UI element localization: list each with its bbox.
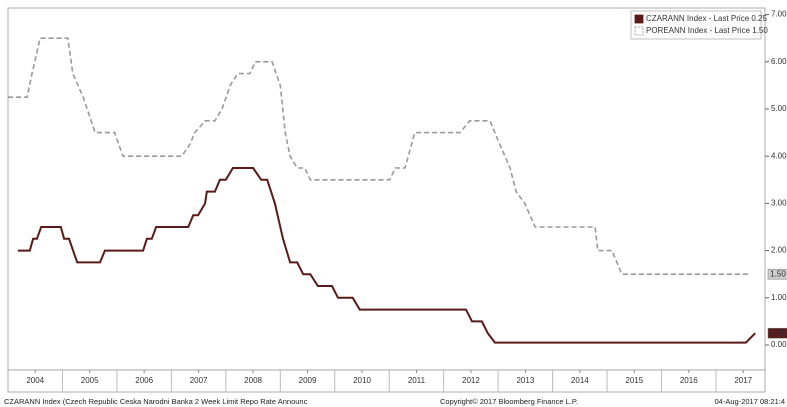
x-tick-label: 2006 xyxy=(135,376,153,385)
legend-label: CZARANN Index - Last Price 0.25 xyxy=(646,14,767,23)
y-tick-label: 4.00 xyxy=(771,151,787,160)
footer-left: CZARANN Index (Czech Republic Ceska Naro… xyxy=(4,397,308,406)
x-tick-label: 2012 xyxy=(462,376,480,385)
x-tick-label: 2009 xyxy=(299,376,317,385)
x-tick-label: 2016 xyxy=(680,376,698,385)
y-tick-label: 7.00 xyxy=(771,10,787,19)
legend-swatch xyxy=(634,26,644,36)
x-tick-label: 2011 xyxy=(408,376,426,385)
legend-swatch xyxy=(634,14,644,24)
last-price-tag xyxy=(767,268,787,280)
last-price-label: 1.50 xyxy=(770,269,786,278)
x-tick-label: 2017 xyxy=(734,376,752,385)
x-tick-label: 2014 xyxy=(571,376,589,385)
y-tick-label: 5.00 xyxy=(771,104,787,113)
series-line xyxy=(8,37,749,276)
y-tick-label: 3.00 xyxy=(771,199,787,208)
footer-center: Copyright© 2017 Bloomberg Finance L.P. xyxy=(440,397,578,406)
y-tick-label: 0.00 xyxy=(771,340,787,349)
plot-area xyxy=(7,7,766,371)
x-axis-area xyxy=(7,369,766,393)
legend-box xyxy=(630,10,762,40)
last-price-label: 0.25 xyxy=(770,328,786,337)
series-line xyxy=(17,167,756,344)
x-tick-label: 2015 xyxy=(625,376,643,385)
x-tick-label: 2010 xyxy=(353,376,371,385)
y-tick-label: 1.00 xyxy=(771,293,787,302)
y-tick-label: 2.00 xyxy=(771,246,787,255)
x-tick-label: 2005 xyxy=(81,376,99,385)
x-tick-label: 2007 xyxy=(190,376,208,385)
last-price-tag xyxy=(767,327,787,339)
x-tick-label: 2004 xyxy=(26,376,44,385)
footer-right: 04-Aug-2017 08:21:4 xyxy=(715,397,785,406)
y-tick-label: 6.00 xyxy=(771,57,787,66)
x-tick-label: 2013 xyxy=(516,376,534,385)
x-tick-label: 2008 xyxy=(244,376,262,385)
legend-label: POREANN Index - Last Price 1.50 xyxy=(646,26,768,35)
